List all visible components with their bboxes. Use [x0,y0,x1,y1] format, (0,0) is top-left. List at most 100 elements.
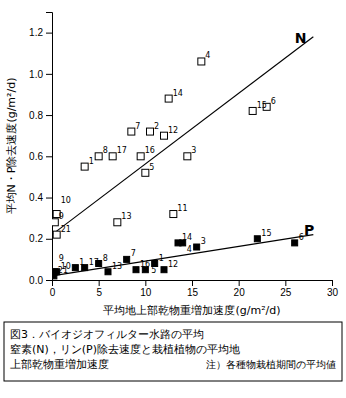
tick: 1.0 [29,69,52,80]
title-line: 図3．バイオジオフィルター水路の平均 [10,328,204,341]
tick-label: 15 [187,287,199,298]
axis-line [46,13,53,281]
tick-mark [145,280,146,286]
point-label: 10 [61,196,71,205]
tick-label: 1.0 [29,69,43,80]
point-square [292,240,298,246]
point-square [161,267,167,273]
point-open-square [184,153,191,160]
point-label: 1 [89,157,94,166]
point-label: 10 [61,262,71,271]
point-label: 2 [154,122,159,131]
tick-label: 0.2 [29,233,43,244]
point-label: 12 [168,126,178,135]
tick-mark [46,115,52,116]
point-square [105,269,111,275]
y-axis-title: 平均N・P除去速度(g/m²/d) [5,78,18,215]
point-label: 21 [61,225,71,234]
tick: 0 [50,280,56,298]
point-label: 16 [140,260,150,269]
tick: 0.4 [29,192,52,203]
tick-label: 0.0 [29,275,43,286]
note: 注）各種物栽植期間の平均値 [206,359,336,370]
tick: 5 [96,280,102,298]
tick: 10 [140,280,152,298]
tick-mark [46,156,52,157]
point-label: 14 [182,233,192,242]
tick-mark [99,280,100,286]
point-label: 7 [131,249,136,258]
point-label: 3 [191,146,196,155]
point-square [254,236,260,242]
point-label: 5 [149,163,154,172]
point-label: 1 [159,254,164,263]
tick-label: 25 [280,287,292,298]
tick: 1.2 [29,27,52,38]
point-open-square [128,128,135,135]
point-open-square [165,95,172,102]
regression-line [52,37,313,235]
tick-label: 1.2 [29,27,43,38]
point-square [133,267,139,273]
caption: 図3．バイオジオフィルター水路の平均窒素(N)，リン(P)除去速度と栽植植物の平… [4,322,342,381]
tick: 30 [327,280,339,298]
caption-box [4,322,342,381]
tick-label: 0 [50,287,56,298]
chart: 0510152025300.00.20.40.60.81.01.2平均地上部乾物… [0,0,346,398]
tick-mark [192,280,193,286]
point-open-square [198,58,205,65]
point-label: 17 [89,258,99,267]
point-label: 12 [168,260,178,269]
point-label: 8 [103,254,108,263]
tick-mark [46,198,52,199]
point-square [72,265,78,271]
series-annotation: P [304,222,314,238]
tick-mark [46,280,52,281]
tick-mark [46,33,52,34]
tick-label: 0.4 [29,192,43,203]
point-label: 6 [299,233,304,242]
tick-mark [46,239,52,240]
point-open-square [95,153,102,160]
tick: 0.2 [29,233,52,244]
point-label: 15 [257,101,267,110]
point-label: 15 [261,229,271,238]
tick: 0.8 [29,110,52,121]
tick: 0.0 [29,275,52,286]
tick: 20 [234,280,246,298]
point-label: 16 [145,146,155,155]
point-label: 5 [151,266,156,275]
point-square [124,256,130,262]
point-label: 9 [59,212,64,221]
point-label: 1 [79,258,84,267]
point-label: 13 [121,212,131,221]
axis-line [53,281,333,287]
series-annotation: N [295,30,307,46]
point-label: 14 [173,89,183,98]
point-label: 3 [201,237,206,246]
annotations: NP91021181713716521214113415621910117813… [58,30,314,275]
point-open-square [147,128,154,135]
tick: 15 [187,280,199,298]
point-open-square [249,107,256,114]
point-open-square [52,219,58,226]
tick-label: 5 [96,287,102,298]
point-open-square [81,163,88,170]
point-label: 6 [271,97,276,106]
point-open-square [114,219,121,226]
plot-area [52,37,313,279]
point-open-square [170,211,177,218]
tick-label: 30 [327,287,339,298]
tick-label: 20 [234,287,246,298]
point-open-square [161,132,168,139]
tick-mark [285,280,286,286]
point-label: 13 [112,262,122,271]
tick-mark [332,280,333,286]
title-line: 窒素(N)，リン(P)除去速度と栽植植物の平均地 [10,343,240,356]
point-open-square [142,169,149,176]
tick-label: 0.8 [29,110,43,121]
tick-mark [239,280,240,286]
point-open-square [53,231,60,238]
y-axis: 0.00.20.40.60.81.01.2 [29,13,52,286]
point-label: 17 [117,146,127,155]
